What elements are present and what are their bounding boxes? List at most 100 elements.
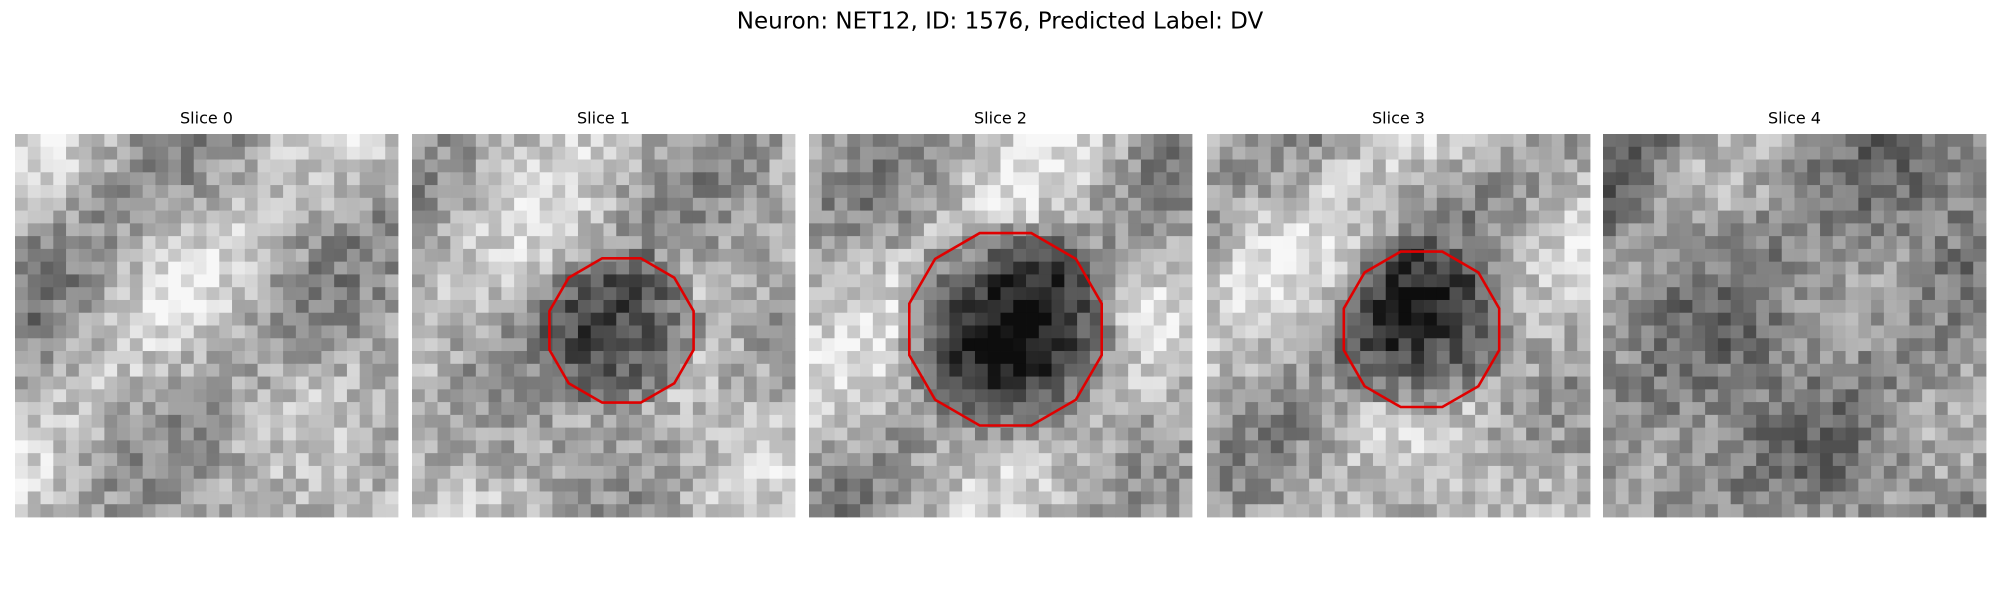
pixel xyxy=(168,427,182,441)
pixel xyxy=(1577,312,1591,326)
pixel xyxy=(1115,287,1129,301)
pixel xyxy=(219,274,233,288)
pixel xyxy=(743,363,758,377)
pixel xyxy=(321,223,335,237)
pixel xyxy=(1207,197,1221,211)
pixel xyxy=(1245,351,1259,365)
pixel xyxy=(1526,299,1540,314)
pixel xyxy=(1449,427,1463,441)
pixel xyxy=(155,504,169,518)
pixel xyxy=(1794,236,1808,250)
pixel xyxy=(15,223,29,237)
pixel xyxy=(1219,236,1233,250)
pixel xyxy=(1781,325,1795,339)
pixel xyxy=(1628,440,1642,454)
pixel xyxy=(142,172,156,186)
pixel xyxy=(769,185,783,199)
pixel xyxy=(270,363,284,377)
pixel xyxy=(334,236,348,250)
pixel xyxy=(1730,172,1744,186)
pixel xyxy=(372,351,386,365)
pixel xyxy=(936,197,950,211)
pixel xyxy=(40,287,54,301)
pixel xyxy=(1743,299,1757,314)
pixel xyxy=(1628,185,1642,199)
pixel xyxy=(1564,478,1578,492)
pixel xyxy=(1807,414,1821,429)
pixel xyxy=(860,325,874,339)
pixel xyxy=(872,325,886,339)
pixel xyxy=(40,427,54,441)
pixel xyxy=(1038,287,1052,301)
pixel xyxy=(1679,312,1693,326)
pixel xyxy=(1026,248,1040,263)
pixel xyxy=(1973,287,1987,301)
pixel xyxy=(1705,312,1719,326)
pixel xyxy=(1270,274,1284,288)
pixel xyxy=(53,402,67,416)
pixel xyxy=(1245,299,1259,314)
pixel xyxy=(283,236,297,250)
pixel xyxy=(1089,478,1104,492)
pixel xyxy=(731,427,745,441)
pixel xyxy=(1179,414,1193,429)
pixel xyxy=(949,274,963,288)
pixel xyxy=(1462,440,1476,454)
pixel xyxy=(424,236,438,250)
pixel xyxy=(219,261,233,275)
pixel xyxy=(1232,248,1246,263)
pixel xyxy=(1896,427,1910,441)
pixel xyxy=(756,402,770,416)
pixel xyxy=(1140,146,1155,160)
pixel xyxy=(1000,427,1014,441)
pixel xyxy=(860,491,874,505)
pixel xyxy=(1038,491,1052,505)
pixel xyxy=(1038,478,1052,492)
pixel xyxy=(1051,248,1065,263)
pixel xyxy=(346,159,361,173)
pixel xyxy=(514,210,528,224)
pixel xyxy=(962,248,976,263)
pixel xyxy=(1424,261,1438,275)
pixel xyxy=(1922,299,1936,314)
pixel xyxy=(1896,261,1910,275)
pixel xyxy=(1153,453,1167,467)
pixel xyxy=(1475,146,1489,160)
pixel xyxy=(1947,402,1961,416)
pixel xyxy=(1654,389,1668,403)
pixel xyxy=(539,248,553,263)
pixel xyxy=(1513,146,1527,160)
pixel xyxy=(1321,440,1336,454)
pixel xyxy=(743,491,758,505)
pixel xyxy=(911,402,925,416)
pixel xyxy=(654,453,668,467)
pixel xyxy=(257,299,271,314)
pixel xyxy=(53,491,67,505)
pixel xyxy=(424,172,438,186)
pixel xyxy=(1603,351,1617,365)
pixel xyxy=(641,223,655,237)
pixel xyxy=(219,134,233,148)
pixel xyxy=(898,440,912,454)
pixel xyxy=(1922,248,1936,263)
pixel xyxy=(1538,197,1553,211)
pixel xyxy=(437,465,451,480)
pixel xyxy=(885,146,899,160)
pixel xyxy=(488,274,502,288)
pixel xyxy=(1013,159,1027,173)
pixel xyxy=(295,351,310,365)
pixel xyxy=(1013,504,1027,518)
pixel xyxy=(1436,287,1450,301)
pixel xyxy=(475,427,489,441)
pixel xyxy=(1166,185,1180,199)
pixel xyxy=(1909,465,1923,480)
pixel xyxy=(616,299,630,314)
pixel xyxy=(1922,223,1936,237)
pixel xyxy=(1334,134,1348,148)
pixel xyxy=(1973,223,1987,237)
pixel xyxy=(1654,427,1668,441)
pixel xyxy=(1577,504,1591,518)
pixel xyxy=(1077,248,1091,263)
pixel xyxy=(1372,172,1387,186)
pixel xyxy=(1232,236,1246,250)
